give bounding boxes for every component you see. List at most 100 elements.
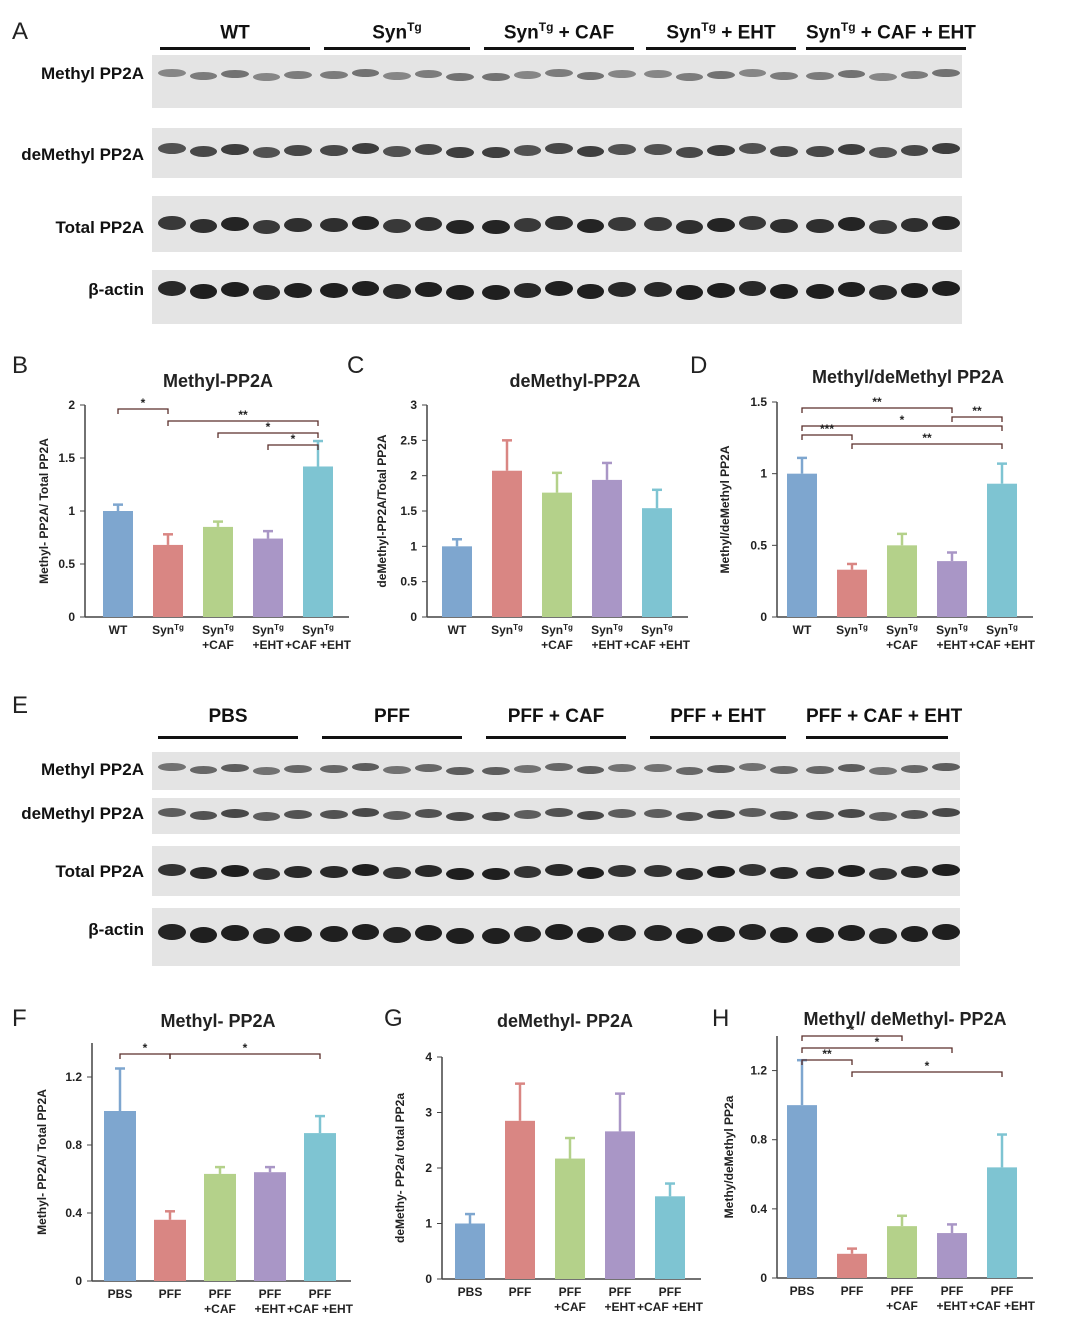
blot-band	[383, 867, 411, 879]
blot-band	[320, 71, 348, 79]
blot-band	[900, 71, 929, 79]
panel-label-g: G	[384, 1005, 403, 1032]
x-tick-label: PFF	[941, 1284, 964, 1298]
bar	[104, 1111, 136, 1281]
x-tick-label: +EHT	[591, 638, 623, 652]
x-tick-label: SynTg	[541, 623, 573, 638]
bar	[887, 1226, 917, 1278]
significance-bracket	[801, 434, 853, 440]
y-tick-label: 2	[68, 398, 75, 412]
blot-band	[900, 866, 929, 878]
x-tick-label: PBS	[108, 1287, 133, 1301]
y-tick-label: 0	[68, 610, 75, 624]
blot-band	[576, 146, 605, 157]
blot-band	[284, 71, 312, 79]
x-tick-label: WT	[793, 623, 812, 637]
blot-band	[158, 864, 186, 876]
blot-row-label: Methyl PP2A	[41, 64, 144, 83]
blot-band	[869, 767, 897, 775]
blot-group-label: SynTg	[372, 20, 422, 44]
blot-band	[644, 865, 672, 877]
chart-title: Methyl-PP2A	[163, 371, 273, 391]
blot-group-label: PFF + CAF	[507, 706, 605, 727]
blot-band	[513, 765, 542, 773]
x-tick-label: PFF	[841, 1284, 864, 1298]
y-tick-label: 4	[425, 1050, 432, 1064]
blot-band	[576, 284, 605, 299]
blot-band	[513, 810, 542, 819]
blot-band	[482, 767, 510, 775]
blot-band	[707, 866, 735, 878]
blot-band	[932, 763, 960, 771]
y-tick-label: 0	[410, 610, 417, 624]
blot-band	[284, 283, 312, 298]
blot-band	[189, 146, 218, 157]
bar	[555, 1158, 585, 1279]
blot-band	[545, 808, 573, 817]
y-tick-label: 1	[410, 539, 417, 553]
panel-label-h: H	[712, 1005, 730, 1032]
x-tick-label: +EHT	[604, 1300, 636, 1314]
significance-bracket	[117, 408, 169, 414]
blot-group-label: SynTg + CAF	[503, 20, 615, 44]
blot-band	[351, 216, 380, 230]
blot-band	[608, 925, 636, 941]
blot-band	[351, 763, 380, 771]
blot-band	[932, 864, 960, 876]
blot-band	[675, 928, 704, 944]
x-tick-label: +CAF +EHT	[624, 638, 691, 652]
blot-band	[644, 809, 672, 818]
blot-group-line	[322, 736, 462, 739]
blot-band	[252, 220, 281, 234]
blot-band	[252, 868, 281, 880]
blot-band	[189, 766, 218, 774]
blot-band	[446, 868, 474, 880]
blot-band	[675, 285, 704, 300]
significance-bracket	[217, 432, 319, 438]
bar	[492, 470, 522, 617]
x-tick-label: +CAF +EHT	[287, 1302, 354, 1316]
blot-band	[383, 146, 411, 157]
blot-group-line	[806, 736, 948, 739]
blot-band	[414, 70, 443, 78]
bar	[304, 1133, 336, 1281]
significance-marker: **	[922, 431, 932, 445]
x-tick-label: PFF	[891, 1284, 914, 1298]
blot-band	[869, 868, 897, 880]
y-tick-label: 0.5	[58, 557, 75, 571]
blot-band	[900, 283, 929, 298]
panel-label-e: E	[12, 692, 29, 719]
blot-band	[806, 284, 834, 299]
y-tick-label: 1.5	[58, 451, 75, 465]
blot-band	[837, 925, 866, 941]
blot-band	[707, 145, 735, 156]
blot-band	[545, 924, 573, 940]
blot-group-label: WT	[220, 22, 250, 44]
blot-band	[806, 811, 834, 820]
blot-band	[284, 926, 312, 942]
blot-band	[806, 219, 834, 233]
blot-band	[770, 146, 798, 157]
blot-band	[383, 284, 411, 299]
blot-band	[576, 927, 605, 943]
bar	[592, 479, 622, 617]
bar	[987, 483, 1017, 617]
chart-title: deMethyl- PP2A	[497, 1011, 633, 1031]
y-tick-label: 0.5	[750, 538, 767, 552]
y-tick-label: 2	[425, 1161, 432, 1175]
x-tick-label: +CAF +EHT	[969, 1299, 1036, 1313]
x-tick-label: WT	[109, 623, 128, 637]
blot-band	[806, 146, 834, 157]
blot-band	[513, 71, 542, 79]
significance-marker: **	[872, 395, 882, 409]
x-tick-label: SynTg	[302, 623, 334, 638]
blot-band	[576, 72, 605, 80]
blot-band	[158, 216, 186, 230]
blot-band	[446, 812, 474, 821]
y-tick-label: 1.2	[65, 1070, 82, 1084]
blot-band	[189, 811, 218, 820]
blot-band	[513, 145, 542, 156]
blot-band	[320, 145, 348, 156]
blot-band	[738, 864, 767, 876]
significance-marker: *	[850, 1023, 855, 1037]
